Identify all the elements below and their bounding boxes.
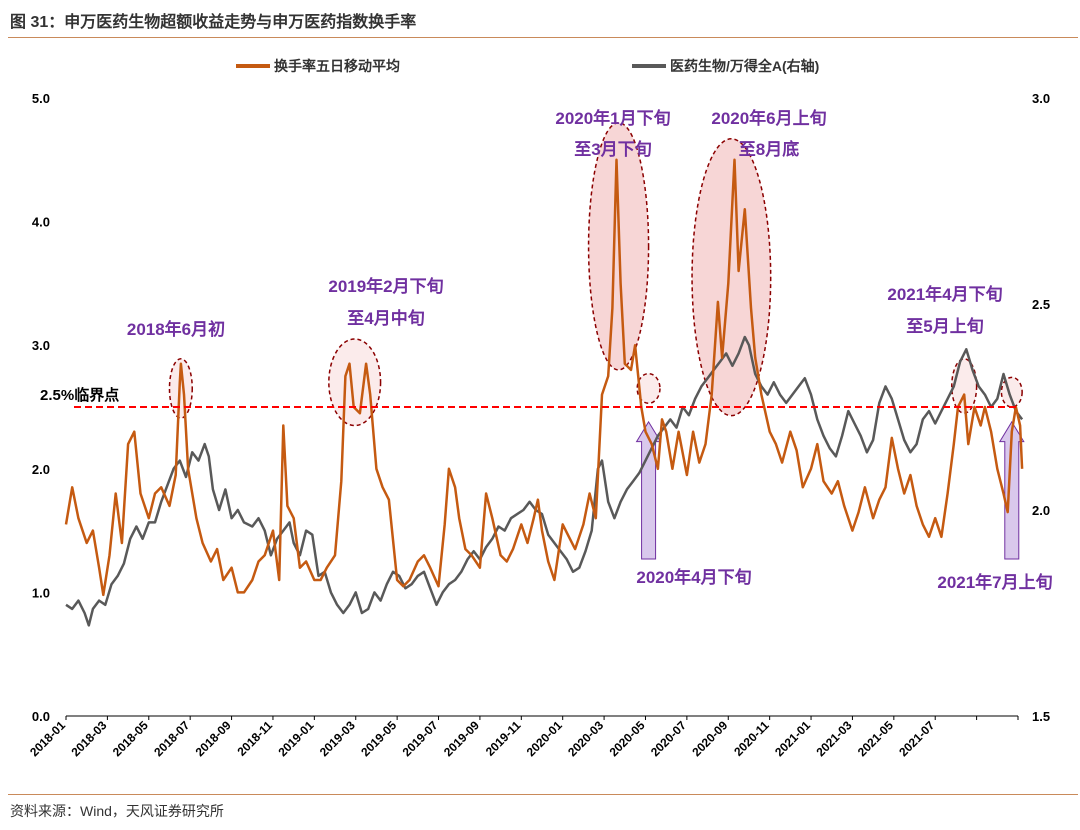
x-tick-label: 2020-05: [607, 718, 648, 759]
x-tick-label: 2018-01: [27, 718, 68, 759]
x-tick-label: 2018-11: [234, 718, 275, 759]
x-tick-label: 2020-03: [565, 718, 606, 759]
x-tick-label: 2020-11: [731, 718, 772, 759]
x-tick-label: 2018-09: [193, 718, 234, 759]
series-lines: [64, 158, 1024, 627]
x-tick-label: 2019-09: [441, 718, 482, 759]
x-tick-label: 2020-01: [524, 718, 565, 759]
legend-label-relative: 医药生物/万得全A(右轴): [670, 58, 819, 74]
series-line-relative: [65, 335, 1024, 627]
annotation-label: 至5月上旬: [906, 316, 983, 336]
y-left-tick-label: 4.0: [32, 215, 50, 230]
annotation-label: 至8月底: [739, 139, 799, 159]
highlight-ellipses: [168, 121, 1023, 427]
x-tick-label: 2019-05: [358, 718, 399, 759]
x-tick-label: 2019-11: [483, 718, 524, 759]
footer-divider: [8, 794, 1078, 795]
x-tick-label: 2019-01: [275, 718, 316, 759]
x-tick-label: 2018-03: [68, 718, 109, 759]
annotation-label: 至4月中旬: [347, 308, 424, 328]
y-left-tick-label: 0.0: [32, 709, 50, 724]
y-left-tick-label: 1.0: [32, 585, 50, 600]
x-tick-label: 2021-05: [855, 718, 896, 759]
annotation-label: 2020年6月上旬: [711, 108, 826, 128]
x-tick-label: 2020-07: [648, 718, 689, 759]
y-right-tick-label: 2.0: [1032, 503, 1050, 518]
annotation-label: 2019年2月下旬: [328, 276, 443, 296]
up-arrow: [998, 420, 1025, 560]
highlight-ellipse: [328, 338, 382, 427]
y-left-tick-label: 5.0: [32, 91, 50, 106]
threshold-group: 2.5%临界点: [40, 386, 1018, 408]
x-tick-label: 2021-07: [896, 718, 937, 759]
x-tick-label: 2018-07: [151, 718, 192, 759]
legend-label-turnover: 换手率五日移动平均: [274, 58, 400, 74]
y-left-tick-label: 2.0: [32, 462, 50, 477]
figure-title: 图 31：申万医药生物超额收益走势与申万医药指数换手率: [10, 14, 417, 31]
annotation-label: 2021年4月下旬: [887, 284, 1002, 304]
highlight-ellipse: [636, 372, 661, 405]
x-tick-label: 2019-07: [400, 718, 441, 759]
y-right-tick-label: 3.0: [1032, 91, 1050, 106]
up-arrow: [635, 420, 662, 560]
x-tick-label: 2020-09: [689, 718, 730, 759]
highlight-ellipse: [168, 358, 193, 419]
annotation-label: 2021年7月上旬: [937, 572, 1052, 592]
y-right-tick-label: 1.5: [1032, 709, 1050, 724]
x-tick-label: 2021-01: [772, 718, 813, 759]
y-left-tick-label: 3.0: [32, 338, 50, 353]
chart: 换手率五日移动平均 医药生物/万得全A(右轴) 2018-01 2018-03 20…: [27, 58, 1053, 759]
annotation-label: 2020年1月下旬: [555, 108, 670, 128]
y-right-tick-label: 2.5: [1032, 297, 1050, 312]
x-tick-label: 2019-03: [317, 718, 358, 759]
figure-header: 图 31：申万医药生物超额收益走势与申万医药指数换手率: [0, 0, 1080, 38]
annotation-label: 至3月下旬: [574, 139, 651, 159]
annotation-label: 2020年4月下旬: [636, 567, 751, 587]
axes: 2018-01 2018-03 2018-05 2018-07 2018-09 2018-…: [27, 91, 1050, 759]
highlight-ellipse: [691, 138, 772, 417]
legend: 换手率五日移动平均 医药生物/万得全A(右轴): [236, 58, 819, 74]
threshold-label: 2.5%临界点: [40, 386, 119, 404]
source-note: 资料来源：Wind，天风证券研究所: [10, 803, 224, 819]
series-line-turnover: [64, 158, 1024, 597]
annotation-label: 2018年6月初: [127, 319, 225, 339]
x-tick-label: 2018-05: [110, 718, 151, 759]
header-divider: [8, 37, 1078, 38]
x-tick-label: 2021-03: [814, 718, 855, 759]
